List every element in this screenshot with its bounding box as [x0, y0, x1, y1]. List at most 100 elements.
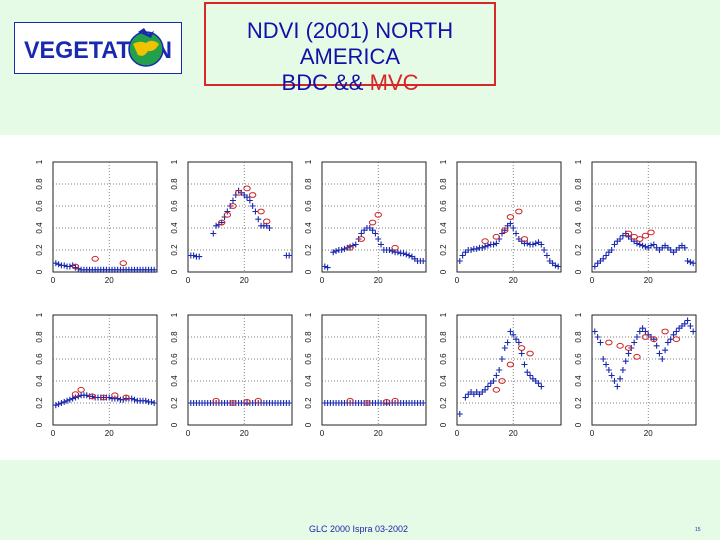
bdc-marker — [52, 260, 59, 267]
bdc-marker — [633, 240, 640, 247]
bdc-marker — [656, 350, 663, 357]
bdc-marker — [681, 320, 688, 327]
x-tick-label: 20 — [374, 276, 383, 285]
mvc-marker — [248, 192, 257, 198]
bdc-marker — [249, 203, 256, 209]
y-tick-label: 1 — [170, 159, 179, 164]
mvc-marker — [391, 397, 399, 404]
mvc-marker — [363, 400, 371, 406]
bdc-marker — [597, 339, 604, 346]
y-tick-label: 0 — [574, 269, 583, 274]
bdc-marker — [513, 336, 520, 343]
bdc-marker — [148, 398, 155, 405]
y-tick-label: 0.6 — [170, 200, 179, 212]
y-tick-label: 1 — [304, 312, 313, 317]
bdc-marker — [625, 350, 632, 357]
mvc-marker — [647, 229, 655, 236]
title-prefix: BDC && — [281, 70, 364, 95]
bdc-marker — [653, 342, 660, 349]
bdc-marker — [507, 328, 514, 335]
ndvi-panel-6: 0 0.2 0.4 0.6 0.8 1 0 20 — [35, 312, 158, 438]
bdc-marker — [670, 331, 677, 338]
bdc-marker — [605, 367, 612, 373]
mvc-marker — [263, 218, 271, 225]
y-tick-label: 0.2 — [35, 397, 44, 409]
bdc-marker — [341, 245, 348, 252]
y-tick-label: 0 — [574, 422, 583, 427]
bdc-marker — [321, 263, 328, 270]
y-tick-label: 0.4 — [439, 222, 448, 234]
y-tick-label: 0.6 — [35, 353, 44, 365]
bdc-marker — [479, 244, 486, 251]
bdc-marker — [642, 328, 649, 335]
mvc-marker — [661, 328, 669, 335]
bdc-marker — [196, 253, 203, 260]
bdc-marker — [352, 241, 359, 248]
bdc-marker — [543, 252, 550, 259]
y-tick-label: 1 — [35, 159, 44, 164]
x-tick-label: 20 — [240, 276, 249, 285]
y-tick-label: 0.8 — [170, 178, 179, 190]
title-box: NDVI (2001) NORTH AMERICA BDC && MVC — [204, 2, 496, 95]
y-tick-label: 0.8 — [304, 178, 313, 190]
bdc-marker — [266, 225, 273, 231]
bdc-marker — [493, 240, 500, 247]
mvc-marker — [122, 394, 130, 401]
panel-frame — [321, 161, 427, 273]
bdc-marker — [650, 241, 657, 248]
mvc-marker — [526, 350, 534, 357]
bdc-marker — [493, 372, 500, 379]
y-tick-label: 0 — [304, 269, 313, 274]
bdc-marker — [52, 402, 59, 409]
y-tick-label: 0.8 — [574, 178, 583, 190]
x-tick-label: 20 — [105, 276, 114, 285]
ndvi-panel-8: 0 0.2 0.4 0.6 0.8 1 0 20 — [304, 312, 427, 438]
bdc-marker — [378, 241, 385, 248]
mvc-marker — [119, 260, 127, 267]
mvc-marker — [506, 214, 515, 220]
y-tick-label: 0.8 — [439, 331, 448, 343]
bdc-marker — [591, 263, 598, 270]
mvc-marker — [218, 219, 226, 226]
y-tick-label: 0 — [304, 422, 313, 427]
mvc-marker — [624, 345, 633, 351]
y-tick-label: 0 — [170, 269, 179, 274]
mvc-marker — [71, 263, 80, 270]
bdc-marker — [151, 266, 158, 273]
vegetation-logo: VEGETATION — [14, 22, 182, 74]
ndvi-panel-7: 0 0.2 0.4 0.6 0.8 1 0 20 — [170, 312, 293, 438]
y-tick-label: 0.2 — [304, 397, 313, 409]
x-tick-label: 0 — [590, 429, 595, 438]
bdc-marker — [619, 367, 626, 373]
y-tick-label: 0.4 — [304, 222, 313, 234]
bdc-marker — [690, 260, 697, 267]
bdc-marker — [600, 356, 607, 362]
bdc-marker — [151, 400, 158, 406]
y-tick-label: 0.4 — [35, 375, 44, 387]
ndvi-panel-3: 0 0.2 0.4 0.6 0.8 1 0 20 — [304, 159, 427, 285]
bdc-marker — [406, 252, 413, 259]
bdc-marker — [484, 383, 491, 390]
bdc-marker — [55, 261, 62, 268]
mvc-marker — [374, 211, 382, 218]
bdc-marker — [244, 194, 251, 201]
bdc-marker — [510, 331, 517, 338]
bdc-marker — [541, 247, 548, 253]
bdc-marker — [468, 247, 475, 253]
bdc-marker — [513, 230, 520, 237]
y-tick-label: 0.8 — [35, 331, 44, 343]
mvc-marker — [357, 236, 366, 242]
bdc-marker — [286, 252, 293, 259]
bdc-marker — [482, 386, 489, 393]
bdc-marker — [633, 334, 640, 340]
bdc-marker — [659, 356, 666, 362]
mvc-marker — [641, 334, 650, 340]
y-tick-label: 0.4 — [170, 375, 179, 387]
bdc-marker — [403, 251, 410, 258]
title-highlight-mvc: MVC — [369, 70, 419, 95]
mvc-marker — [229, 203, 237, 209]
bdc-marker — [532, 240, 539, 247]
mvc-marker — [346, 397, 354, 404]
mvc-marker — [501, 227, 509, 234]
mvc-marker — [212, 397, 220, 404]
